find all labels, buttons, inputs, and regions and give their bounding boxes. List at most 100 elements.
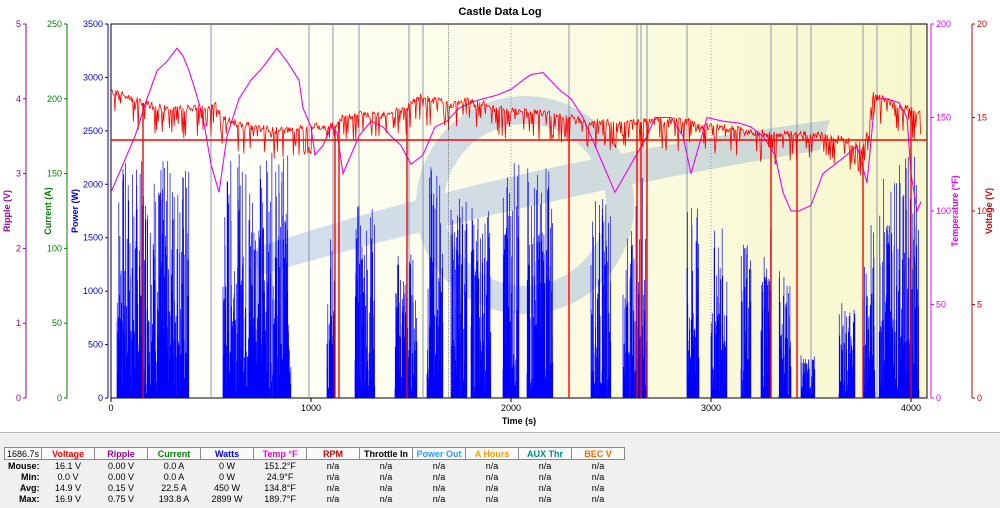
stat-min-2: 0.0 A [163,471,185,482]
column-header-3[interactable]: Watts [200,447,255,460]
axis-title-temp: Temperature (°F) [950,175,960,246]
stat-mouse-6: n/a [379,460,393,471]
x-tick-label: 1000 [301,403,321,413]
column-header-10[interactable]: BEC V [571,447,626,460]
x-tick-label: 0 [108,403,113,413]
watermark-logo [250,96,830,314]
stat-mouse-5: n/a [326,460,340,471]
y-tick-label-voltage: 15 [977,113,987,123]
stat-min-1: 0.00 V [108,471,135,482]
stat-max-7: n/a [432,493,446,504]
x-tick-label: 2000 [501,403,521,413]
stat-mouse-7: n/a [432,460,446,471]
y-tick-label-power: 1500 [83,233,103,243]
axis-title-voltage: Voltage (V) [984,188,994,234]
stat-max-1: 0.75 V [108,493,135,504]
y-tick-label-temp: 100 [936,206,951,216]
stat-mouse-3: 0 W [219,460,236,471]
y-tick-label-voltage: 5 [977,300,982,310]
stat-avg-7: n/a [432,482,446,493]
stat-avg-10: n/a [591,482,605,493]
y-tick-label-ripple: 4 [16,94,21,104]
stat-min-7: n/a [432,471,446,482]
stat-avg-2: 22.5 A [161,482,187,493]
y-tick-label-current: 50 [52,318,62,328]
row-label-mouse: Mouse: [8,460,40,471]
y-tick-label-ripple: 3 [16,169,21,179]
stat-avg-5: n/a [326,482,340,493]
stat-avg-8: n/a [485,482,499,493]
stat-avg-9: n/a [538,482,552,493]
stat-mouse-9: n/a [538,460,552,471]
column-header-0[interactable]: Voltage [41,447,96,460]
chart-title: Castle Data Log [458,6,541,18]
y-tick-label-ripple: 5 [16,19,21,29]
stat-min-8: n/a [485,471,499,482]
axis-title-power: Power (W) [70,189,80,233]
x-tick-label: 3000 [701,403,721,413]
stat-mouse-0: 16.1 V [55,460,82,471]
y-tick-label-power: 2000 [83,179,103,189]
series-temp[interactable] [111,47,922,213]
stat-max-9: n/a [538,493,552,504]
row-label-max: Max: [19,493,40,504]
stat-avg-0: 14.9 V [55,482,82,493]
stat-mouse-4: 151.2°F [264,460,296,471]
y-tick-label-current: 250 [47,19,62,29]
stat-min-0: 0.0 V [57,471,79,482]
row-label-avg: Avg: [19,482,40,493]
column-header-6[interactable]: Throttle In [359,447,414,460]
y-tick-label-temp: 0 [936,393,941,403]
stat-avg-3: 450 W [214,482,241,493]
stat-max-10: n/a [591,493,605,504]
stat-min-9: n/a [538,471,552,482]
y-tick-label-temp: 50 [936,300,946,310]
column-header-8[interactable]: A Hours [465,447,520,460]
stat-mouse-10: n/a [591,460,605,471]
stat-max-8: n/a [485,493,499,504]
axis-title-current: Current (A) [43,187,53,235]
column-header-4[interactable]: Temp °F [253,447,308,460]
time-readout: 1686.7s [3,447,43,460]
y-tick-label-voltage: 20 [977,19,987,29]
y-tick-label-ripple: 2 [16,243,21,253]
column-header-5[interactable]: RPM [306,447,361,460]
row-label-min: Min: [21,471,40,482]
stat-mouse-2: 0.0 A [163,460,185,471]
stat-max-6: n/a [379,493,393,504]
stats-panel: 1686.7s Voltage Ripple Current Watts Temp °F… [0,432,1000,508]
stat-min-10: n/a [591,471,605,482]
stat-max-2: 193.8 A [158,493,190,504]
y-tick-label-current: 100 [47,243,62,253]
x-axis-label: Time (s) [502,416,536,426]
stat-max-5: n/a [326,493,340,504]
stat-max-3: 2899 W [211,493,243,504]
y-tick-label-current: 0 [57,393,62,403]
y-tick-label-power: 3500 [83,19,103,29]
stat-avg-6: n/a [379,482,393,493]
y-tick-label-temp: 200 [936,19,951,29]
stat-max-4: 189.7°F [264,493,296,504]
stat-min-3: 0 W [219,471,236,482]
y-tick-label-ripple: 1 [16,318,21,328]
column-header-1[interactable]: Ripple [94,447,149,460]
y-tick-label-voltage: 0 [977,393,982,403]
stat-mouse-1: 0.00 V [108,460,135,471]
column-header-2[interactable]: Current [147,447,202,460]
y-tick-label-power: 3000 [83,72,103,82]
stat-avg-4: 134.8°F [264,482,296,493]
stat-avg-1: 0.15 V [108,482,135,493]
data-log-chart[interactable]: Castle Data Log 0 1000 2000 3000 4000012345R… [0,0,1000,432]
series-voltage[interactable] [111,89,921,176]
stat-mouse-8: n/a [485,460,499,471]
y-tick-label-current: 200 [47,94,62,104]
stat-min-4: 24.9°F [266,471,294,482]
y-tick-label-power: 0 [98,393,103,403]
axis-title-ripple: Ripple (V) [2,190,12,232]
column-header-7[interactable]: Power Out [412,447,467,460]
y-tick-label-current: 150 [47,169,62,179]
stat-min-5: n/a [326,471,340,482]
column-header-9[interactable]: AUX Thr [518,447,573,460]
y-tick-label-voltage: 10 [977,206,987,216]
y-tick-label-power: 1000 [83,286,103,296]
